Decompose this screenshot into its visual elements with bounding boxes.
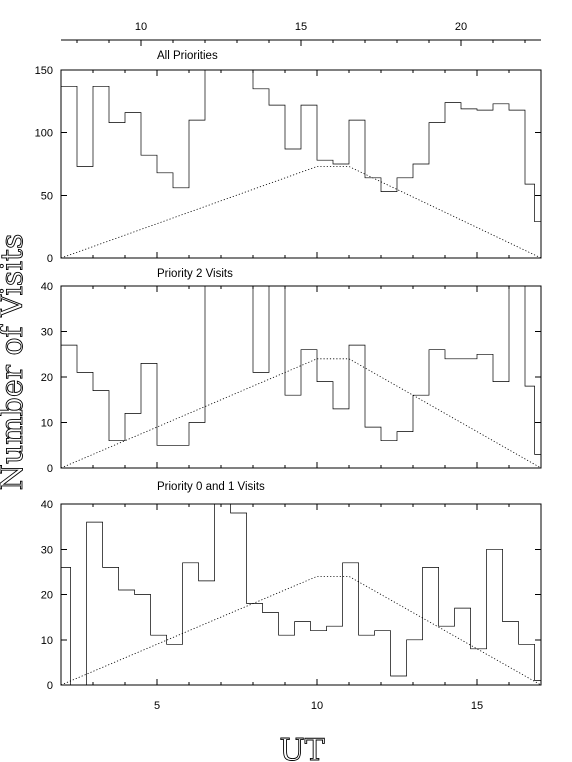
bottom-axis-tick-label: 10: [311, 700, 323, 712]
panel-3-title: Priority 0 and 1 Visits: [157, 481, 265, 493]
top-axis-tick-label: 15: [295, 21, 307, 33]
panel-2-histogram: [61, 285, 541, 455]
panel-1-histogram: [61, 69, 541, 223]
panel-3-y-tick-label: 0: [47, 680, 53, 692]
x-axis-label: UT: [279, 733, 324, 762]
panel-1-frame: [60, 69, 542, 259]
panel-1-reference-line: [60, 166, 542, 259]
panel-1-y-tick-label: 150: [35, 65, 53, 77]
panel-2-y-tick-label: 30: [41, 327, 53, 339]
panel-3-y-tick-label: 40: [41, 499, 53, 511]
panel-1-y-tick-label: 50: [41, 190, 53, 202]
panel-3-histogram: [61, 503, 541, 686]
panel-2-y-tick-label: 10: [41, 418, 53, 430]
panel-2-y-tick-label: 0: [47, 463, 53, 475]
panel-1-title: All Priorities: [157, 50, 218, 62]
y-axis-label: Number of Visits: [0, 234, 30, 491]
top-axis-tick-label: 20: [455, 21, 467, 33]
panel-3-reference-line: [60, 576, 542, 686]
top-axis-tick-label: 10: [135, 21, 147, 33]
panel-3-y-tick-label: 30: [41, 544, 53, 556]
panel-2-y-tick-label: 40: [41, 281, 53, 293]
panel-1-y-tick-label: 100: [35, 128, 53, 140]
panel-3-y-tick-label: 10: [41, 635, 53, 647]
panel-3-y-tick-label: 20: [41, 590, 53, 602]
bottom-axis-tick-label: 5: [154, 700, 160, 712]
panel-3-frame: [60, 503, 542, 686]
panel-1-y-tick-label: 0: [47, 253, 53, 265]
panel-2-y-tick-label: 20: [41, 372, 53, 384]
panel-2-title: Priority 2 Visits: [157, 268, 233, 280]
bottom-axis-tick-label: 15: [471, 700, 483, 712]
